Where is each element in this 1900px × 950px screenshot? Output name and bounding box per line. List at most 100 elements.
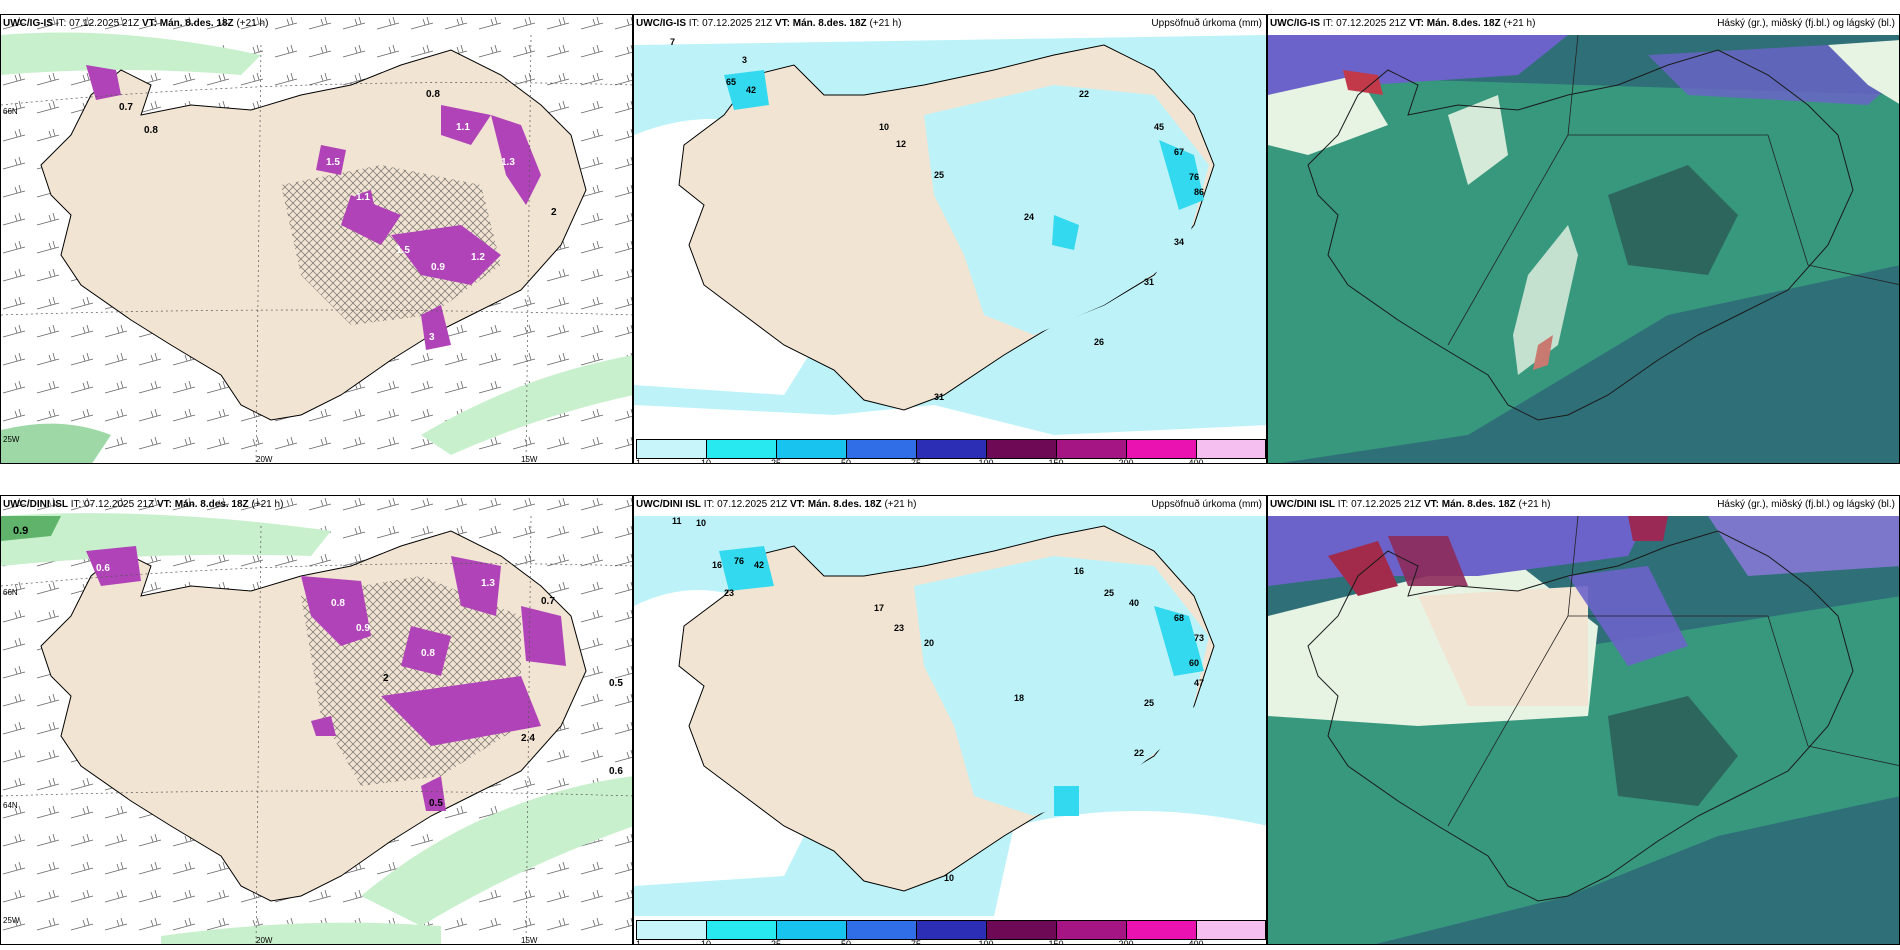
colorbar-label: 200 (1118, 458, 1134, 464)
precip-value: 24 (1024, 212, 1034, 222)
colorbar-cell (987, 921, 1057, 939)
precip-heavy (1054, 786, 1079, 816)
snow-value: 0.7 (541, 596, 555, 607)
precip-value: 31 (934, 392, 944, 402)
precip-value: 40 (1129, 598, 1139, 608)
snow-map-dini: 0.9 0.6 0.7 0.8 1.3 0.8 0.5 2.4 0.6 0.5 … (1, 496, 632, 944)
snow-value: 0.5 (609, 678, 623, 689)
precip-heavy (1159, 140, 1204, 210)
snow-value: 2 (551, 207, 557, 218)
snow-value: 1.3 (481, 578, 495, 589)
dry-area (994, 811, 1266, 916)
precip-map-dini: 11 10 76 16 42 23 17 23 20 16 25 40 68 7… (634, 516, 1266, 916)
colorbar-label: 100 (978, 939, 994, 945)
precip-value: 42 (754, 560, 764, 570)
panel-clouds-dini: UWC/DINI ISL IT: 07.12.2025 21Z VT: Mán.… (1267, 495, 1900, 945)
precip-value: 86 (1194, 187, 1204, 197)
precip-value: 17 (874, 603, 884, 613)
heavy-snow (441, 105, 491, 145)
colorbar-label: 10 (700, 458, 712, 464)
heavy-snow (381, 676, 541, 746)
snow-value: 2 (383, 673, 389, 684)
colorbar-cell (987, 440, 1057, 458)
precip-value: 68 (1174, 613, 1184, 623)
snow-map-igis: 0.7 0.8 1.1 1.5 1.3 1.1 0.9 2 1.5 1.2 0.… (1, 15, 632, 463)
snow-area (1, 32, 261, 75)
colorbar-label: 150 (1048, 458, 1064, 464)
colorbar-cell (1057, 921, 1127, 939)
high-cloud (1448, 95, 1508, 185)
panel-header: UWC/DINI ISL IT: 07.12.2025 21Z VT: Mán.… (636, 499, 917, 510)
colorbar-label: 25 (770, 939, 782, 945)
snow-area (1, 516, 61, 541)
precip-heavy (1052, 215, 1079, 250)
colorbar-cell (707, 921, 777, 939)
colorbar-cell (1127, 440, 1197, 458)
panel-title: Háský (gr.), miðský (fj.bl.) og lágský (… (1717, 499, 1895, 510)
region-lines (1447, 34, 1899, 346)
snow-value: 1.5 (326, 157, 340, 168)
precip-value: 7 (670, 37, 675, 47)
snow-value: 1.3 (501, 157, 515, 168)
heavy-snow (86, 65, 121, 100)
colorbar-cell (637, 921, 707, 939)
panel-header: UWC/DINI ISL IT: 07.12.2025 21Z VT: Mán.… (1270, 499, 1551, 510)
precip-value: 34 (1174, 237, 1184, 247)
colorbar-label: 1 (636, 458, 642, 464)
snow-area (361, 776, 632, 926)
panel-title: Uppsöfnuð úrkoma (mm) (1151, 499, 1262, 510)
snow-value: 1.2 (471, 252, 485, 263)
snow-area (1, 423, 111, 463)
snow-value: 3 (429, 332, 435, 343)
panel-header: UWC/DINI ISL IT: 07.12.2025 21Z VT: Mán.… (3, 499, 284, 510)
precip-heavy (719, 546, 774, 591)
heavy-snow (421, 305, 451, 350)
heavy-snow (491, 115, 541, 205)
precip-value: 25 (934, 170, 944, 180)
heavy-snow (391, 225, 501, 285)
precip-value: 45 (1154, 122, 1164, 132)
heavy-snow (356, 190, 376, 215)
colorbar-cell (917, 921, 987, 939)
snow-value: 0.6 (96, 563, 110, 574)
low-cloud (1268, 75, 1899, 463)
lat-tick-66n: 66N (3, 588, 18, 597)
heavy-snow (341, 195, 401, 245)
panel-precip-dini: UWC/DINI ISL IT: 07.12.2025 21Z VT: Mán.… (633, 495, 1267, 945)
precip-map-igis: 7 3 65 42 10 12 25 24 22 45 67 76 86 34 … (634, 35, 1266, 435)
precip-value: 42 (746, 85, 756, 95)
precip-value: 25 (1144, 698, 1154, 708)
colorbar-cell (637, 440, 707, 458)
region-lines (1447, 515, 1899, 827)
precip-value: 10 (879, 122, 889, 132)
heavy-snow (301, 576, 371, 646)
snow-value: 0.5 (429, 798, 443, 809)
precip-value: 60 (1189, 658, 1199, 668)
red-streak (1343, 70, 1383, 95)
precip-value: 76 (734, 556, 744, 566)
precip-value: 18 (1014, 693, 1024, 703)
snow-value: 0.7 (119, 102, 133, 113)
precip-value: 16 (712, 560, 722, 570)
lat-tick-25w: 25W (3, 916, 20, 925)
snow-area (1, 513, 331, 566)
heavy-snow (451, 556, 501, 616)
precip-value: 16 (1074, 566, 1084, 576)
precip-value: 26 (1094, 337, 1104, 347)
colorbar-label: 75 (910, 458, 922, 464)
colorbar-label: 1 (636, 939, 642, 945)
precip-value: 12 (896, 139, 906, 149)
red-streak (1533, 335, 1553, 370)
dark-cloud (1608, 696, 1738, 806)
lon-tick-15w: 15W (521, 936, 538, 945)
panel-clouds-igis: UWC/IG-IS IT: 07.12.2025 21Z VT: Mán. 8.… (1267, 14, 1900, 464)
precip-value: 47 (1194, 678, 1204, 688)
snow-value: 2.4 (521, 733, 535, 744)
precip-value: 23 (724, 588, 734, 598)
precip-value: 22 (1134, 748, 1144, 758)
colorbar-cell (777, 921, 847, 939)
iceland-outline (1307, 49, 1854, 421)
precip-value: 65 (726, 77, 736, 87)
colorbar-cell (1197, 921, 1265, 939)
precip-value: 10 (696, 518, 706, 528)
